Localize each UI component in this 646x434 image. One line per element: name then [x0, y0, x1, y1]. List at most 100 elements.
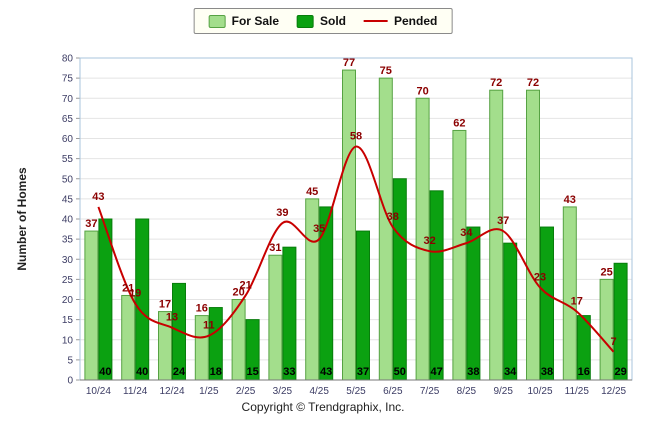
bar-for-sale	[562, 206, 577, 381]
bar-sold	[282, 246, 297, 381]
for-sale-value-label: 77	[343, 57, 355, 69]
pended-value-label: 7	[611, 336, 617, 348]
bar-sold	[356, 230, 370, 381]
copyright-text: Copyright © Trendgraphix, Inc.	[241, 400, 405, 414]
x-tick-label: 5/25	[346, 386, 366, 397]
bar-for-sale	[599, 278, 614, 381]
sold-value-label: 38	[541, 366, 553, 378]
pended-value-label: 34	[460, 227, 473, 239]
y-tick-label: 75	[62, 74, 74, 85]
for-sale-value-label: 72	[490, 77, 502, 89]
x-tick-label: 12/25	[601, 386, 626, 397]
bar-sold	[392, 178, 407, 381]
sold-value-label: 43	[320, 366, 332, 378]
for-sale-value-label: 72	[527, 77, 539, 89]
y-tick-label: 10	[62, 335, 74, 346]
bar-sold	[540, 226, 554, 381]
pended-value-label: 11	[203, 320, 215, 332]
for-sale-value-label: 20	[232, 287, 244, 299]
y-tick-label: 15	[62, 315, 74, 326]
x-tick-label: 12/24	[159, 386, 184, 397]
legend-item-for-sale: For Sale	[208, 14, 280, 28]
legend-label-sold: Sold	[320, 14, 347, 28]
pended-value-label: 23	[534, 271, 546, 283]
for-sale-value-label: 62	[453, 117, 465, 129]
y-tick-label: 40	[62, 215, 74, 226]
sold-value-label: 34	[504, 366, 517, 378]
bar-sold	[613, 262, 628, 381]
legend-item-sold: Sold	[297, 14, 346, 28]
x-tick-label: 3/25	[273, 386, 293, 397]
x-tick-label: 11/25	[565, 386, 590, 397]
x-tick-label: 4/25	[309, 386, 329, 397]
for-sale-value-label: 43	[564, 194, 576, 206]
bar-for-sale	[342, 69, 356, 381]
sold-value-label: 47	[430, 366, 442, 378]
sold-swatch-icon	[297, 14, 315, 28]
for-sale-value-label: 16	[196, 303, 208, 315]
legend-label-for-sale: For Sale	[231, 14, 280, 28]
pended-value-label: 58	[350, 131, 362, 143]
pended-value-label: 13	[166, 312, 178, 324]
x-tick-label: 9/25	[493, 386, 513, 397]
for-sale-value-label: 17	[159, 299, 171, 311]
y-tick-label: 60	[62, 134, 74, 145]
sold-value-label: 33	[283, 366, 295, 378]
legend: For Sale Sold Pended	[193, 8, 453, 34]
x-tick-label: 8/25	[457, 386, 477, 397]
sold-value-label: 40	[136, 366, 148, 378]
bar-sold	[466, 226, 481, 381]
sold-value-label: 16	[578, 366, 590, 378]
x-tick-label: 11/24	[123, 386, 148, 397]
y-tick-label: 25	[62, 275, 74, 286]
for-sale-value-label: 37	[85, 218, 97, 230]
bar-for-sale	[378, 77, 393, 381]
pended-value-label: 21	[239, 279, 251, 291]
for-sale-value-label: 31	[269, 242, 281, 254]
y-tick-label: 45	[62, 194, 74, 205]
bar-for-sale	[452, 129, 467, 381]
for-sale-value-label: 21	[122, 282, 134, 294]
bar-sold	[503, 242, 518, 381]
pended-value-label: 19	[129, 288, 141, 300]
pended-value-label: 32	[423, 235, 435, 247]
bar-for-sale	[489, 89, 504, 381]
sold-value-label: 37	[357, 366, 369, 378]
bar-for-sale	[526, 89, 540, 381]
pended-value-label: 39	[276, 207, 288, 219]
y-tick-label: 80	[62, 54, 74, 65]
pended-value-label: 35	[313, 223, 325, 235]
y-tick-label: 5	[67, 355, 73, 366]
bar-sold	[429, 190, 444, 381]
bar-for-sale	[121, 294, 136, 381]
for-sale-value-label: 45	[306, 186, 318, 198]
y-tick-label: 50	[62, 174, 74, 185]
bar-for-sale	[268, 254, 283, 381]
for-sale-value-label: 75	[380, 65, 392, 77]
x-tick-label: 2/25	[236, 386, 256, 397]
y-tick-label: 30	[62, 255, 74, 266]
bar-for-sale	[84, 230, 99, 381]
pended-value-label: 38	[387, 211, 399, 223]
sold-value-label: 24	[173, 366, 186, 378]
legend-label-pended: Pended	[394, 14, 438, 28]
pended-line-swatch-icon	[364, 20, 389, 22]
y-tick-label: 0	[67, 376, 73, 387]
y-tick-label: 65	[62, 114, 74, 125]
x-tick-label: 7/25	[420, 386, 440, 397]
sold-value-label: 38	[467, 366, 479, 378]
for-sale-value-label: 25	[600, 266, 612, 278]
for-sale-value-label: 70	[416, 85, 428, 97]
y-tick-label: 35	[62, 235, 74, 246]
pended-line	[97, 145, 615, 353]
legend-item-pended: Pended	[364, 14, 437, 28]
x-tick-label: 1/25	[199, 386, 219, 397]
pended-value-label: 17	[571, 296, 583, 308]
sold-value-label: 40	[99, 366, 111, 378]
y-tick-label: 55	[62, 154, 74, 165]
sold-value-label: 50	[394, 366, 406, 378]
y-tick-label: 20	[62, 295, 74, 306]
sold-value-label: 15	[246, 366, 258, 378]
